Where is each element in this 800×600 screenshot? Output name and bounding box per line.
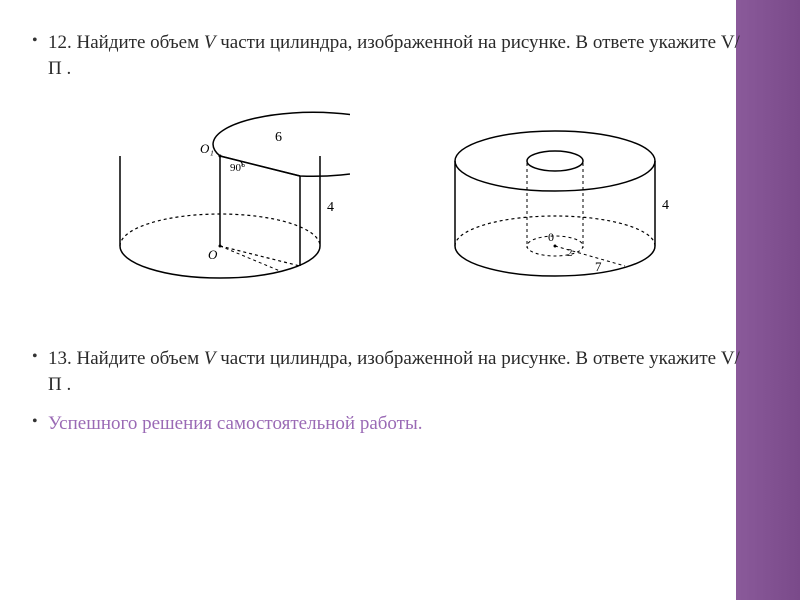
label-o-bottom: O bbox=[208, 247, 218, 262]
label-center-0: 0 bbox=[548, 230, 554, 244]
label-radius-6: 6 bbox=[275, 130, 282, 145]
problem-13-text: 13. Найдите объем V части цилиндра, изоб… bbox=[30, 346, 740, 397]
problem-13-number: 13. bbox=[48, 348, 72, 369]
label-angle-90: 90° bbox=[230, 162, 245, 174]
label-o1: O₁ bbox=[200, 141, 214, 156]
problem-12-part1: Найдите объем bbox=[77, 32, 204, 53]
footer-message: Успешного решения самостоятельной работы… bbox=[30, 413, 740, 435]
label-height-4-hollow: 4 bbox=[662, 198, 669, 213]
footer-text-content: Успешного решения самостоятельной работы… bbox=[48, 413, 423, 434]
label-inner-2: 2 bbox=[567, 247, 573, 259]
figure-12-cylinder-wedge: O₁ 6 90° 4 O bbox=[90, 111, 350, 311]
problem-13-var: V bbox=[204, 348, 216, 369]
figures-container: O₁ 6 90° 4 O bbox=[30, 111, 740, 311]
problem-12-number: 12. bbox=[48, 32, 72, 53]
problem-12-text: 12. Найдите объем V части цилиндра, изоб… bbox=[30, 30, 740, 81]
label-outer-7: 7 bbox=[595, 259, 602, 274]
problem-12-var: V bbox=[204, 32, 216, 53]
problem-13-part1: Найдите объем bbox=[77, 348, 204, 369]
label-height-4: 4 bbox=[327, 200, 334, 215]
figure-13-cylinder-hollow: 4 0 2 7 bbox=[430, 121, 680, 301]
